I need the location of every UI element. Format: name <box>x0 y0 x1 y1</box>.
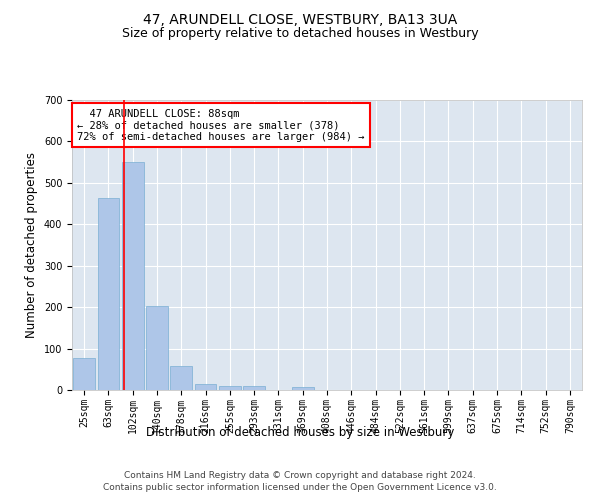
Text: 47 ARUNDELL CLOSE: 88sqm
← 28% of detached houses are smaller (378)
72% of semi-: 47 ARUNDELL CLOSE: 88sqm ← 28% of detach… <box>77 108 365 142</box>
Text: Contains public sector information licensed under the Open Government Licence v3: Contains public sector information licen… <box>103 484 497 492</box>
Bar <box>194 384 217 390</box>
Text: Contains HM Land Registry data © Crown copyright and database right 2024.: Contains HM Land Registry data © Crown c… <box>124 471 476 480</box>
Bar <box>170 366 192 390</box>
Bar <box>73 358 95 390</box>
Text: Distribution of detached houses by size in Westbury: Distribution of detached houses by size … <box>146 426 454 439</box>
Bar <box>122 162 143 390</box>
Text: 47, ARUNDELL CLOSE, WESTBURY, BA13 3UA: 47, ARUNDELL CLOSE, WESTBURY, BA13 3UA <box>143 12 457 26</box>
Bar <box>146 306 168 390</box>
Bar <box>243 386 265 390</box>
Bar <box>97 198 119 390</box>
Text: Size of property relative to detached houses in Westbury: Size of property relative to detached ho… <box>122 28 478 40</box>
Y-axis label: Number of detached properties: Number of detached properties <box>25 152 38 338</box>
Bar <box>219 386 241 390</box>
Bar <box>292 386 314 390</box>
